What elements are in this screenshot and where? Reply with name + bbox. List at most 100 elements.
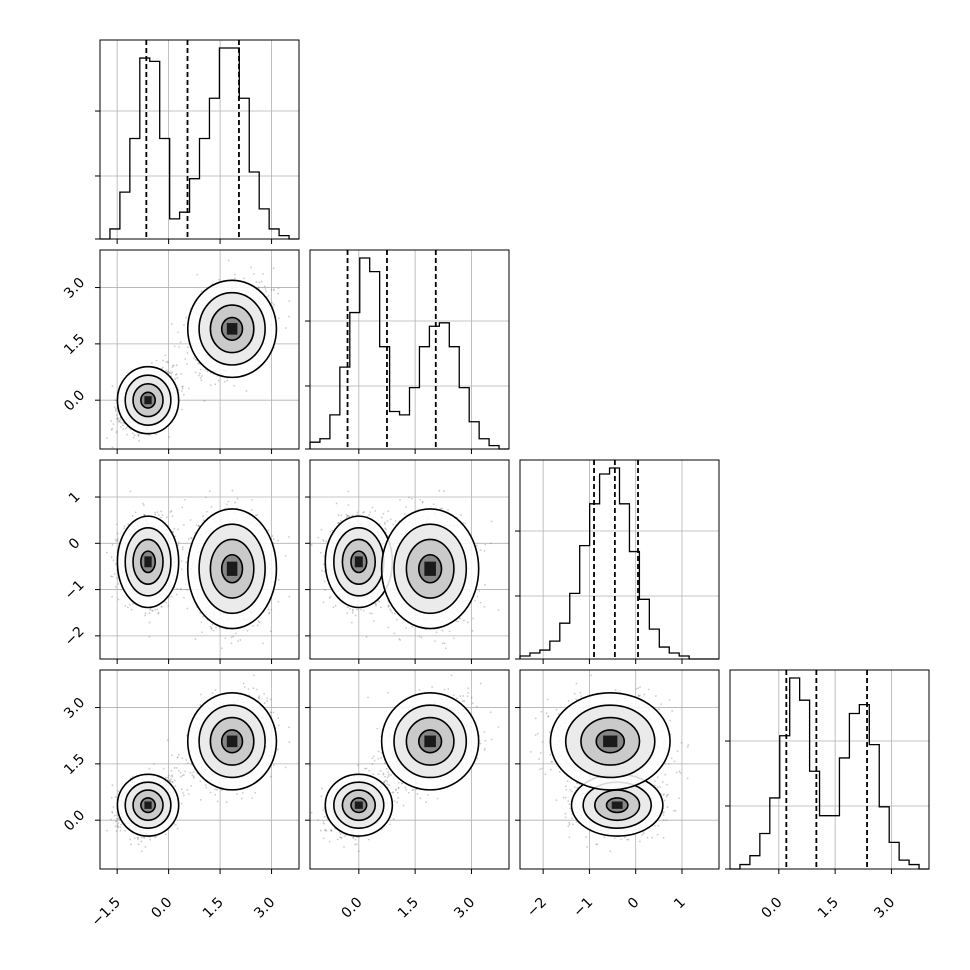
sample-point [168, 372, 171, 375]
sample-point [168, 436, 171, 438]
sample-point [114, 585, 117, 588]
sample-point [194, 358, 197, 361]
sample-point [200, 290, 203, 293]
sample-point [124, 605, 127, 607]
sample-point [184, 498, 187, 501]
sample-point [198, 524, 201, 527]
sample-point [178, 346, 180, 348]
sample-point [196, 273, 199, 276]
sample-point [288, 595, 291, 598]
sample-point [181, 506, 184, 509]
sample-point [177, 388, 180, 391]
sample-point [157, 612, 160, 615]
sample-point [122, 424, 124, 427]
sample-point [185, 316, 188, 319]
sample-point [225, 503, 228, 506]
sample-point [176, 377, 179, 379]
sample-point [258, 281, 261, 284]
density-peak [226, 323, 238, 335]
sample-point [155, 433, 157, 436]
sample-point [255, 281, 258, 283]
sample-point [115, 413, 118, 416]
sample-point [112, 423, 115, 426]
sample-point [157, 611, 160, 614]
sample-point [187, 538, 190, 540]
sample-point [142, 504, 145, 507]
panel-frame-1-1 [309, 249, 510, 450]
panel-1-1-grid [310, 250, 509, 449]
sample-point [105, 437, 108, 440]
sample-point [162, 359, 164, 362]
panel-frame-2-2 [519, 459, 720, 660]
sample-point [164, 354, 167, 357]
sample-point [227, 500, 230, 503]
sample-point [172, 364, 175, 367]
density-peak [144, 396, 152, 405]
sample-point [117, 598, 120, 601]
sample-point [190, 536, 192, 539]
sample-point [199, 368, 202, 371]
sample-point [117, 583, 120, 585]
sample-point [277, 539, 279, 542]
sample-point [192, 357, 195, 360]
sample-point [180, 372, 182, 375]
sample-point [180, 408, 183, 411]
contour-cluster-1 [220, 316, 244, 342]
sample-point [195, 524, 198, 526]
sample-point [183, 323, 185, 326]
sample-point [180, 390, 183, 392]
sample-point [127, 523, 130, 526]
sample-point [114, 399, 117, 402]
sample-point [165, 360, 168, 363]
x-tick-label: 3.0 [871, 895, 898, 922]
sample-point [277, 317, 280, 320]
sample-point [208, 490, 211, 493]
sample-point [173, 527, 176, 530]
sample-point [151, 609, 154, 612]
sample-point [111, 385, 114, 387]
sample-point [148, 635, 151, 638]
sample-point [110, 428, 113, 431]
sample-point [111, 595, 114, 598]
sample-point [260, 280, 263, 283]
sample-point [239, 639, 242, 641]
sample-point [165, 369, 168, 372]
sample-point [184, 358, 187, 360]
sample-point [175, 364, 178, 367]
sample-point [110, 575, 113, 578]
sample-point [177, 544, 180, 547]
sample-point [242, 277, 245, 280]
sample-point [115, 431, 118, 434]
sample-point [149, 607, 152, 610]
sample-point [200, 379, 203, 382]
sample-point [233, 277, 236, 280]
sample-point [181, 385, 184, 388]
sample-point [268, 611, 271, 614]
sample-point [202, 519, 205, 521]
sample-point [116, 532, 119, 535]
sample-point [233, 273, 236, 276]
sample-point [205, 510, 208, 513]
sample-point [132, 432, 134, 435]
sample-point [160, 605, 163, 608]
sample-point [166, 370, 169, 373]
sample-point [175, 373, 178, 376]
sample-point [262, 642, 264, 645]
sample-point [151, 609, 153, 612]
sample-point [226, 379, 229, 382]
histogram-0 [100, 47, 299, 240]
sample-point [210, 505, 213, 508]
panel-frame-1-0 [99, 249, 300, 450]
sample-point [143, 514, 146, 516]
sample-point [194, 371, 197, 374]
sample-point [215, 626, 218, 629]
sample-point [200, 375, 203, 377]
sample-point [126, 606, 129, 609]
sample-point [267, 529, 270, 532]
sample-point [143, 514, 146, 516]
sample-point [265, 290, 267, 293]
sample-point [133, 434, 136, 437]
sample-point [111, 427, 114, 430]
contour-cluster-1 [186, 279, 278, 379]
sample-point [232, 635, 235, 638]
